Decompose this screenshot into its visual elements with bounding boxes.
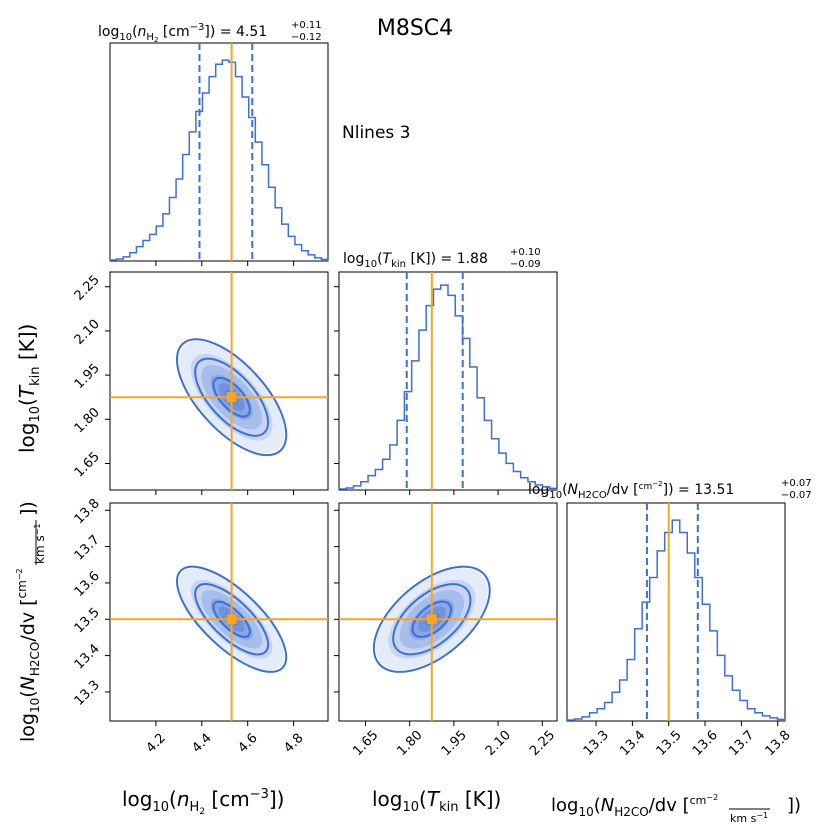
hist-nH2 xyxy=(109,59,329,261)
truth-marker xyxy=(226,614,237,625)
ytick-label-NH2CO: 13.4 xyxy=(72,641,103,672)
xtick-label-NH2CO: 13.8 xyxy=(763,728,794,759)
panel-hist-nH2 xyxy=(109,42,329,262)
xtick-label-NH2CO: 13.6 xyxy=(690,728,721,759)
ytick-label-NH2CO: 13.8 xyxy=(72,496,103,527)
title-Tkin-value: 1.88 xyxy=(457,251,488,267)
xtick-label-Tkin: 2.10 xyxy=(483,728,514,759)
ylabel-NH2CO: log10(NH2CO/dv [cm−2km s−1]) xyxy=(15,501,47,742)
nlines-annotation: Nlines 3 xyxy=(342,123,410,143)
ytick-label-NH2CO: 13.6 xyxy=(72,569,103,600)
title-nH2-minus: −0.12 xyxy=(291,32,322,43)
panel-scatter-Tkin-NH2CO xyxy=(338,502,558,722)
ytick-label-NH2CO: 13.3 xyxy=(72,678,103,709)
title-nH2-value: 4.51 xyxy=(236,24,267,40)
contour-1 xyxy=(175,338,288,457)
panel-hist-Tkin xyxy=(338,271,558,491)
ytick-label-NH2CO: 13.5 xyxy=(72,605,103,636)
truth-marker xyxy=(426,614,437,625)
xlabel-Tkin: log10(Tkin [K]) xyxy=(372,787,501,815)
xtick-label-Tkin: 1.80 xyxy=(395,728,426,759)
contour-1 xyxy=(175,565,288,673)
contour-3 xyxy=(212,376,251,418)
title-NH2CO-minus: −0.07 xyxy=(781,490,812,501)
panel-hist-NH2CO xyxy=(566,502,786,722)
hist-Tkin xyxy=(338,284,558,490)
panel-scatter-nH2-Tkin xyxy=(109,271,329,491)
contour-1 xyxy=(372,565,491,673)
title-NH2CO: log10(NH2CO/dv [cm−2]) = 13.51 +0.07 −0.… xyxy=(528,474,816,501)
title-Tkin-plus: +0.10 xyxy=(510,247,541,258)
ytick-label-Tkin: 1.80 xyxy=(72,405,103,436)
contour-2 xyxy=(194,583,270,656)
xtick-label-NH2CO: 13.4 xyxy=(617,728,648,759)
xtick-label-nH2: 4.8 xyxy=(281,731,306,756)
ytick-label-Tkin: 1.65 xyxy=(72,449,103,480)
title-Tkin-minus: −0.09 xyxy=(510,259,541,270)
title-NH2CO-plus: +0.07 xyxy=(781,478,812,489)
xlabel-nH2: log10(nH2 [cm−3]) xyxy=(122,787,284,817)
xtick-label-Tkin: 1.65 xyxy=(350,728,381,759)
contour-2 xyxy=(392,583,472,656)
title-nH2: log10(nH2 [cm−3]) = 4.51 +0.11 −0.12 xyxy=(98,16,326,44)
truth-marker xyxy=(226,392,237,403)
contour-3 xyxy=(212,600,251,638)
hist-NH2CO xyxy=(566,519,786,721)
panel-nH2-Tkin xyxy=(110,272,328,490)
contour-3 xyxy=(411,600,453,638)
chart-title: M8SC4 xyxy=(377,16,453,41)
ylabel-Tkin: log10(Tkin [K]) xyxy=(15,324,43,453)
title-nH2-plus: +0.11 xyxy=(291,20,322,31)
panel-Tkin-NH2CO xyxy=(339,503,557,721)
xtick-label-NH2CO: 13.3 xyxy=(581,728,612,759)
panel-nH2-NH2CO xyxy=(110,503,328,721)
ytick-label-Tkin: 2.25 xyxy=(72,273,103,304)
ytick-label-Tkin: 2.10 xyxy=(72,317,103,348)
xlabel-NH2CO: log10(NH2CO/dv [cm−2km s−1]) xyxy=(551,793,801,825)
xtick-label-nH2: 4.2 xyxy=(144,731,169,756)
title-NH2CO-value: 13.51 xyxy=(694,482,734,498)
title-Tkin: log10(Tkin [K]) = 1.88 +0.10 −0.09 xyxy=(343,243,545,270)
ytick-label-NH2CO: 13.7 xyxy=(72,532,103,563)
xtick-label-Tkin: 1.95 xyxy=(439,728,470,759)
xtick-label-NH2CO: 13.5 xyxy=(654,728,685,759)
xtick-label-nH2: 4.6 xyxy=(235,731,260,756)
xtick-label-Tkin: 2.25 xyxy=(527,728,558,759)
xtick-label-nH2: 4.4 xyxy=(190,731,215,756)
xtick-label-NH2CO: 13.7 xyxy=(726,728,757,759)
ytick-label-Tkin: 1.95 xyxy=(72,361,103,392)
panel-scatter-nH2-NH2CO xyxy=(109,502,329,722)
contour-2 xyxy=(194,357,270,437)
